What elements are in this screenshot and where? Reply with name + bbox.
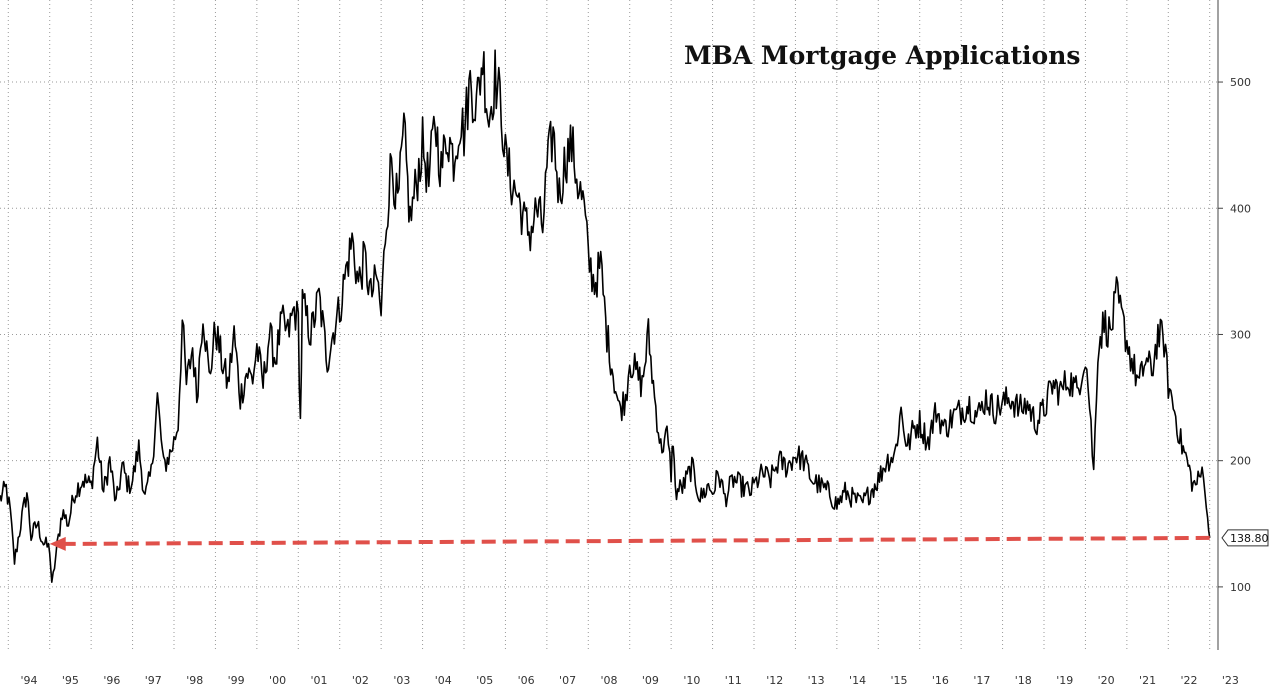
x-tick-label: '18 [1015,674,1032,687]
x-tick-label: '02 [352,674,369,687]
x-tick-label: '07 [559,674,576,687]
x-tick-label: '06 [518,674,535,687]
x-tick-label: '17 [973,674,990,687]
reference-dashed-line [61,535,1210,546]
x-tick-label: '22 [1180,674,1197,687]
reference-arrow [49,535,1210,551]
y-tick-label: 300 [1230,328,1251,341]
x-tick-label: '10 [683,674,700,687]
x-axis-ticks: '94 '95 '96 '97 '98 '99 '00 '01 '02 '03 '04 '05 '06 '… [20,674,1238,687]
x-tick-label: '16 [932,674,949,687]
x-tick-label: '15 [890,674,907,687]
x-tick-label: '96 [103,674,120,687]
reference-arrow-head [49,536,66,551]
x-tick-label: '97 [145,674,162,687]
y-tick-label: 200 [1230,455,1251,468]
x-tick-label: '94 [20,674,37,687]
last-value-badge: 138.80 [1221,529,1269,547]
last-value-badge-box [1221,529,1269,547]
x-tick-label: '08 [600,674,617,687]
x-tick-label: '14 [849,674,866,687]
x-tick-label: '20 [1098,674,1115,687]
x-tick-label: '12 [766,674,783,687]
x-tick-label: '13 [808,674,825,687]
x-tick-label: '09 [642,674,659,687]
x-tick-label: '98 [186,674,203,687]
x-tick-label: '04 [435,674,452,687]
x-tick-label: '00 [269,674,286,687]
x-tick-label: '23 [1222,674,1239,687]
x-tick-label: '03 [393,674,410,687]
x-tick-label: '21 [1139,674,1156,687]
y-tick-label: 400 [1230,202,1251,215]
series-line [0,49,1211,583]
x-tick-label: '99 [228,674,245,687]
x-tick-label: '95 [62,674,79,687]
y-tick-label: 500 [1230,76,1251,89]
x-tick-label: '11 [725,674,742,687]
x-tick-label: '05 [476,674,493,687]
y-tick-label: 100 [1230,581,1251,594]
chart-title: MBA Mortgage Applications [684,41,1080,70]
y-axis-ticks: 100 200 300 400 500 [1218,76,1251,594]
x-tick-label: '01 [310,674,327,687]
x-tick-label: '19 [1056,674,1073,687]
last-value-label: 138.80 [1230,532,1269,545]
